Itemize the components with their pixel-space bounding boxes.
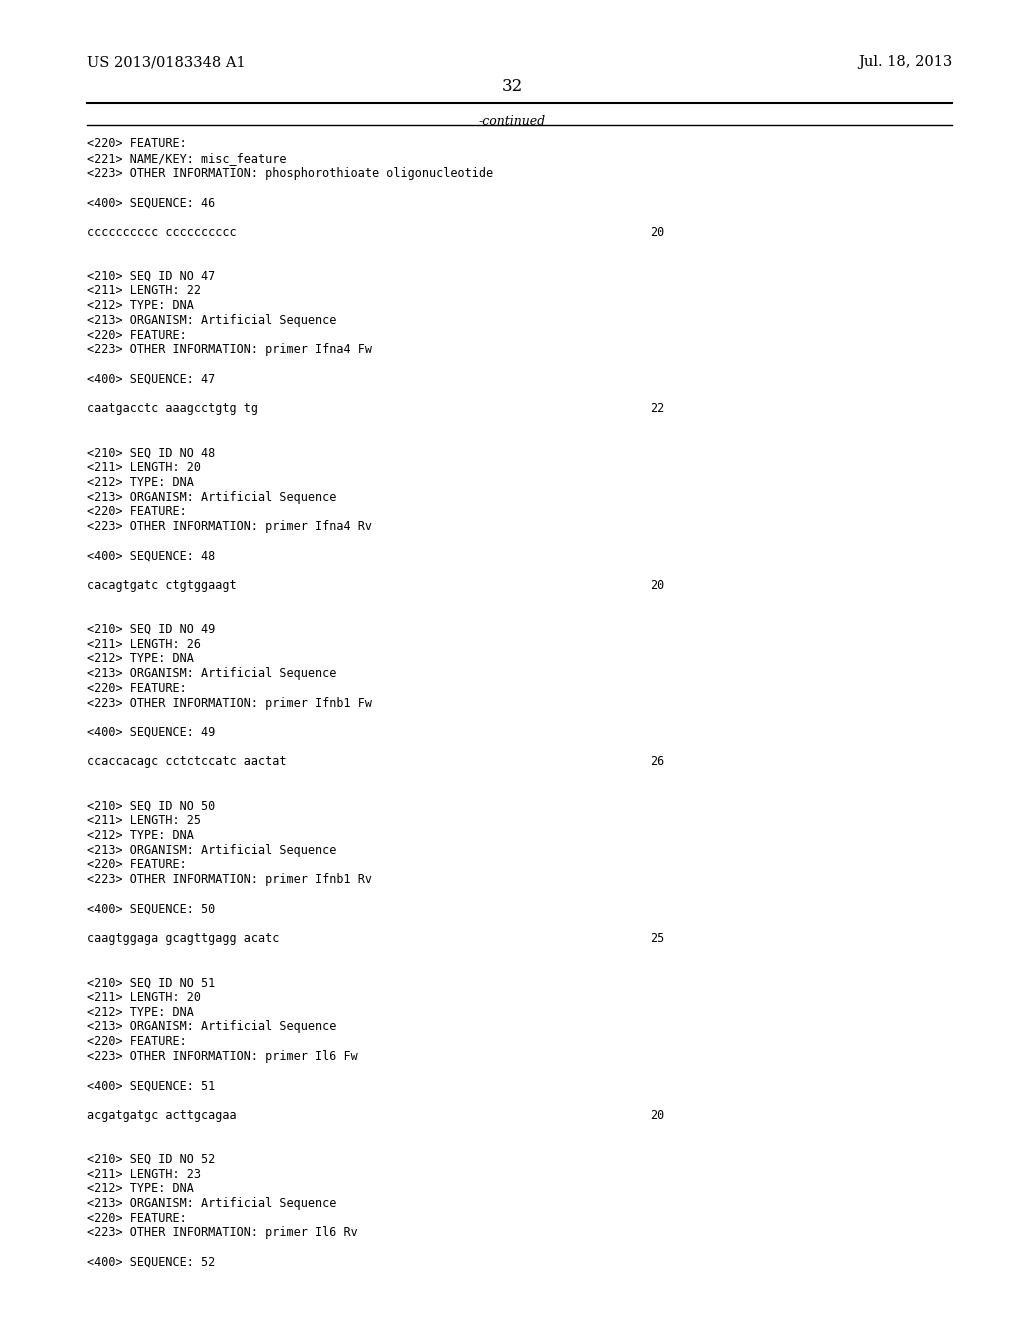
Text: <400> SEQUENCE: 51: <400> SEQUENCE: 51 [87, 1080, 215, 1092]
Text: <211> LENGTH: 26: <211> LENGTH: 26 [87, 638, 201, 651]
Text: US 2013/0183348 A1: US 2013/0183348 A1 [87, 55, 246, 70]
Text: <210> SEQ ID NO 49: <210> SEQ ID NO 49 [87, 623, 215, 636]
Text: <220> FEATURE:: <220> FEATURE: [87, 858, 186, 871]
Text: <213> ORGANISM: Artificial Sequence: <213> ORGANISM: Artificial Sequence [87, 1197, 337, 1210]
Text: <400> SEQUENCE: 52: <400> SEQUENCE: 52 [87, 1255, 215, 1269]
Text: caatgacctc aaagcctgtg tg: caatgacctc aaagcctgtg tg [87, 403, 258, 416]
Text: <211> LENGTH: 25: <211> LENGTH: 25 [87, 814, 201, 828]
Text: caagtggaga gcagttgagg acatc: caagtggaga gcagttgagg acatc [87, 932, 280, 945]
Text: cacagtgatc ctgtggaagt: cacagtgatc ctgtggaagt [87, 578, 237, 591]
Text: -continued: -continued [478, 115, 546, 128]
Text: <210> SEQ ID NO 52: <210> SEQ ID NO 52 [87, 1152, 215, 1166]
Text: <220> FEATURE:: <220> FEATURE: [87, 682, 186, 694]
Text: <212> TYPE: DNA: <212> TYPE: DNA [87, 300, 194, 312]
Text: <220> FEATURE:: <220> FEATURE: [87, 506, 186, 519]
Text: 22: 22 [650, 403, 665, 416]
Text: <400> SEQUENCE: 49: <400> SEQUENCE: 49 [87, 726, 215, 739]
Text: <210> SEQ ID NO 47: <210> SEQ ID NO 47 [87, 269, 215, 282]
Text: <213> ORGANISM: Artificial Sequence: <213> ORGANISM: Artificial Sequence [87, 1020, 337, 1034]
Text: <211> LENGTH: 23: <211> LENGTH: 23 [87, 1167, 201, 1180]
Text: <212> TYPE: DNA: <212> TYPE: DNA [87, 1006, 194, 1019]
Text: <223> OTHER INFORMATION: primer Il6 Rv: <223> OTHER INFORMATION: primer Il6 Rv [87, 1226, 357, 1239]
Text: <220> FEATURE:: <220> FEATURE: [87, 329, 186, 342]
Text: <400> SEQUENCE: 47: <400> SEQUENCE: 47 [87, 372, 215, 385]
Text: <400> SEQUENCE: 46: <400> SEQUENCE: 46 [87, 197, 215, 209]
Text: <220> FEATURE:: <220> FEATURE: [87, 1212, 186, 1225]
Text: <223> OTHER INFORMATION: primer Ifna4 Rv: <223> OTHER INFORMATION: primer Ifna4 Rv [87, 520, 372, 533]
Text: <223> OTHER INFORMATION: primer Ifnb1 Rv: <223> OTHER INFORMATION: primer Ifnb1 Rv [87, 874, 372, 886]
Text: <223> OTHER INFORMATION: primer Ifnb1 Fw: <223> OTHER INFORMATION: primer Ifnb1 Fw [87, 697, 372, 710]
Text: 20: 20 [650, 226, 665, 239]
Text: <212> TYPE: DNA: <212> TYPE: DNA [87, 652, 194, 665]
Text: <210> SEQ ID NO 51: <210> SEQ ID NO 51 [87, 977, 215, 989]
Text: <211> LENGTH: 20: <211> LENGTH: 20 [87, 461, 201, 474]
Text: 25: 25 [650, 932, 665, 945]
Text: ccaccacagc cctctccatc aactat: ccaccacagc cctctccatc aactat [87, 755, 287, 768]
Text: <220> FEATURE:: <220> FEATURE: [87, 137, 186, 150]
Text: <211> LENGTH: 22: <211> LENGTH: 22 [87, 285, 201, 297]
Text: <212> TYPE: DNA: <212> TYPE: DNA [87, 475, 194, 488]
Text: <213> ORGANISM: Artificial Sequence: <213> ORGANISM: Artificial Sequence [87, 491, 337, 503]
Text: <211> LENGTH: 20: <211> LENGTH: 20 [87, 991, 201, 1005]
Text: Jul. 18, 2013: Jul. 18, 2013 [858, 55, 952, 70]
Text: acgatgatgc acttgcagaa: acgatgatgc acttgcagaa [87, 1109, 237, 1122]
Text: 26: 26 [650, 755, 665, 768]
Text: <213> ORGANISM: Artificial Sequence: <213> ORGANISM: Artificial Sequence [87, 843, 337, 857]
Text: <213> ORGANISM: Artificial Sequence: <213> ORGANISM: Artificial Sequence [87, 314, 337, 327]
Text: 20: 20 [650, 578, 665, 591]
Text: cccccccccc cccccccccc: cccccccccc cccccccccc [87, 226, 237, 239]
Text: <223> OTHER INFORMATION: primer Ifna4 Fw: <223> OTHER INFORMATION: primer Ifna4 Fw [87, 343, 372, 356]
Text: <223> OTHER INFORMATION: primer Il6 Fw: <223> OTHER INFORMATION: primer Il6 Fw [87, 1049, 357, 1063]
Text: 20: 20 [650, 1109, 665, 1122]
Text: <221> NAME/KEY: misc_feature: <221> NAME/KEY: misc_feature [87, 152, 287, 165]
Text: <220> FEATURE:: <220> FEATURE: [87, 1035, 186, 1048]
Text: 32: 32 [502, 78, 522, 95]
Text: <210> SEQ ID NO 50: <210> SEQ ID NO 50 [87, 800, 215, 813]
Text: <400> SEQUENCE: 50: <400> SEQUENCE: 50 [87, 903, 215, 916]
Text: <400> SEQUENCE: 48: <400> SEQUENCE: 48 [87, 549, 215, 562]
Text: <213> ORGANISM: Artificial Sequence: <213> ORGANISM: Artificial Sequence [87, 667, 337, 680]
Text: <210> SEQ ID NO 48: <210> SEQ ID NO 48 [87, 446, 215, 459]
Text: <212> TYPE: DNA: <212> TYPE: DNA [87, 1183, 194, 1195]
Text: <212> TYPE: DNA: <212> TYPE: DNA [87, 829, 194, 842]
Text: <223> OTHER INFORMATION: phosphorothioate oligonucleotide: <223> OTHER INFORMATION: phosphorothioat… [87, 166, 494, 180]
